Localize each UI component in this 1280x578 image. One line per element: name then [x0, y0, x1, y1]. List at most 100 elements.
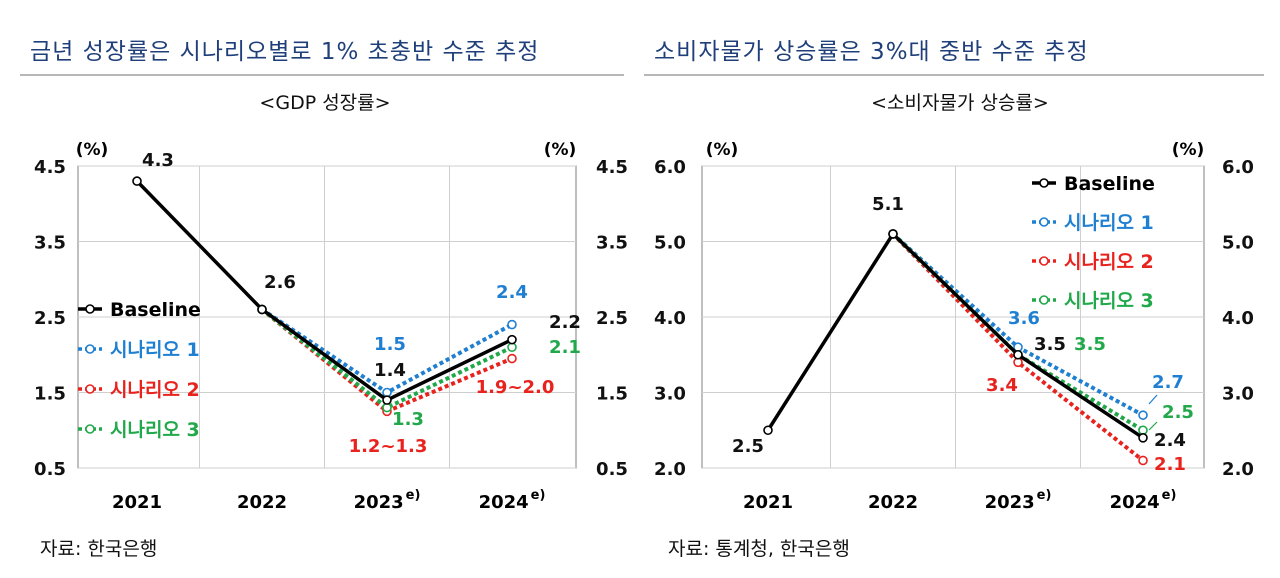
- data-label: 2.2: [549, 312, 581, 333]
- data-label: 3.6: [1008, 308, 1040, 329]
- y-tick-label-right: 5.0: [1222, 233, 1254, 254]
- series-line: [260, 307, 513, 410]
- data-label: 1.9~2.0: [476, 377, 555, 398]
- y-tick-label-right: 3.5: [596, 233, 628, 254]
- data-point: [132, 176, 142, 186]
- x-tick-year: 2023: [354, 492, 404, 513]
- leader-line: [1148, 421, 1158, 431]
- y-tick-label-right: 2.5: [596, 308, 628, 329]
- series-baseline: [763, 229, 1148, 443]
- x-tick-label: 2021: [112, 492, 162, 513]
- y-unit-right: (%): [544, 140, 577, 160]
- legend-label: 시나리오 3: [1064, 290, 1154, 312]
- data-point: [763, 425, 773, 436]
- legend-swatch-marker: [85, 384, 95, 394]
- data-label: 3.5: [1074, 334, 1106, 355]
- chart-title-gdp: <GDP 성장률>: [259, 92, 391, 114]
- y-unit-left: (%): [706, 140, 739, 160]
- y-tick-label-left: 2.0: [654, 459, 686, 480]
- x-tick-label: 2021: [743, 492, 793, 513]
- y-unit-left: (%): [76, 140, 109, 160]
- legend-label: Baseline: [110, 299, 201, 321]
- data-point: [507, 353, 517, 364]
- data-label: 2.1: [549, 337, 581, 358]
- data-label: 2.4: [1154, 430, 1186, 451]
- y-tick-label-right: 6.0: [1222, 157, 1254, 178]
- x-tick-superscript: e): [406, 488, 421, 503]
- y-tick-label-left: 1.5: [34, 384, 66, 405]
- x-tick-year: 2022: [868, 492, 918, 513]
- data-point: [1138, 410, 1148, 420]
- series-baseline: [132, 176, 517, 405]
- data-point: [1013, 349, 1023, 360]
- legend-swatch-marker: [1039, 217, 1049, 227]
- x-tick-label: 2024 e): [479, 488, 546, 513]
- x-tick-superscript: e): [1037, 488, 1052, 503]
- leader-line: [1148, 394, 1158, 405]
- data-label: 1.5: [374, 334, 406, 355]
- data-label: 2.5: [732, 436, 764, 457]
- source-note-cpi: 자료: 통계청, 한국은행: [668, 538, 850, 560]
- headline-cpi: 소비자물가 상승률은 3%대 중반 수준 추정: [654, 39, 1089, 65]
- x-tick-year: 2024: [479, 492, 529, 513]
- legend-swatch-marker: [1039, 256, 1049, 266]
- x-tick-label: 2023 e): [985, 488, 1052, 513]
- y-tick-label-left: 0.5: [34, 459, 66, 480]
- legend-swatch-marker: [1039, 178, 1049, 188]
- legend: Baseline 시나리오 1 시나리오 2 시나리오 3: [1032, 173, 1155, 312]
- x-tick-label: 2024 e): [1110, 488, 1177, 513]
- legend-label: 시나리오 1: [1064, 212, 1154, 234]
- data-label: 2.6: [264, 272, 296, 293]
- data-label: 3.4: [986, 375, 1018, 396]
- series-line: [135, 179, 513, 402]
- data-point: [1138, 432, 1148, 443]
- legend-label: 시나리오 1: [110, 339, 200, 361]
- grid: [77, 165, 577, 469]
- chart-title-cpi: <소비자물가 상승률>: [871, 92, 1049, 114]
- y-tick-label-left: 4.5: [34, 157, 66, 178]
- legend: Baseline 시나리오 1 시나리오 2 시나리오 3: [78, 299, 201, 441]
- x-tick-year: 2024: [1110, 492, 1160, 513]
- legend-label: 시나리오 2: [1064, 251, 1154, 273]
- y-tick-label-left: 5.0: [654, 233, 686, 254]
- data-point: [382, 395, 392, 405]
- legend-swatch-marker: [85, 424, 95, 434]
- divider: [20, 74, 624, 76]
- x-tick-superscript: e): [1162, 488, 1177, 503]
- x-tick-superscript: e): [531, 488, 546, 503]
- legend-label: 시나리오 2: [110, 379, 200, 401]
- x-tick-year: 2021: [743, 492, 793, 513]
- data-label: 1.3: [392, 409, 424, 430]
- data-label: 1.4: [374, 360, 406, 381]
- headline-gdp: 금년 성장률은 시나리오별로 1% 초충반 수준 추정: [30, 39, 540, 65]
- cpi-chart: 6.0 6.0 5.0 5.0 4.0 4.0 3.0 3.0 2.0 2.0 (%) (%) 2021…: [654, 140, 1254, 513]
- gdp-chart: 4.5 4.5 3.5 3.5 2.5 2.5 1.5 1.5 0.5 0.5 (%) (%) 2021…: [34, 140, 628, 513]
- legend-label: 시나리오 3: [110, 419, 200, 441]
- x-tick-label: 2023 e): [354, 488, 421, 513]
- data-point: [507, 319, 517, 330]
- series-line: [766, 232, 1144, 440]
- panel-gdp: 금년 성장률은 시나리오별로 1% 초충반 수준 추정 <GDP 성장률> 4.…: [20, 39, 628, 560]
- data-label: 4.3: [142, 150, 174, 171]
- data-point: [507, 334, 517, 345]
- data-label: 1.2~1.3: [349, 436, 428, 457]
- panel-cpi: 소비자물가 상승률은 3%대 중반 수준 추정 <소비자물가 상승률> 6.0 6…: [640, 0, 1280, 578]
- legend-swatch-marker: [1039, 295, 1049, 305]
- data-label: 3.5: [1034, 334, 1066, 355]
- grid: [701, 165, 1205, 469]
- data-label: 2.4: [496, 282, 528, 303]
- x-tick-year: 2021: [112, 492, 162, 513]
- legend-swatch-marker: [85, 344, 95, 354]
- y-tick-label-left: 3.0: [654, 384, 686, 405]
- data-label: 2.1: [1154, 454, 1186, 475]
- data-point: [1138, 455, 1148, 466]
- y-tick-label-left: 4.0: [654, 308, 686, 329]
- x-tick-label: 2022: [868, 492, 918, 513]
- x-tick-year: 2023: [985, 492, 1035, 513]
- y-unit-right: (%): [1172, 140, 1205, 160]
- y-tick-label-left: 2.5: [34, 308, 66, 329]
- divider: [644, 74, 1264, 76]
- data-point: [888, 229, 898, 239]
- y-tick-label-right: 1.5: [596, 384, 628, 405]
- data-point: [257, 304, 267, 315]
